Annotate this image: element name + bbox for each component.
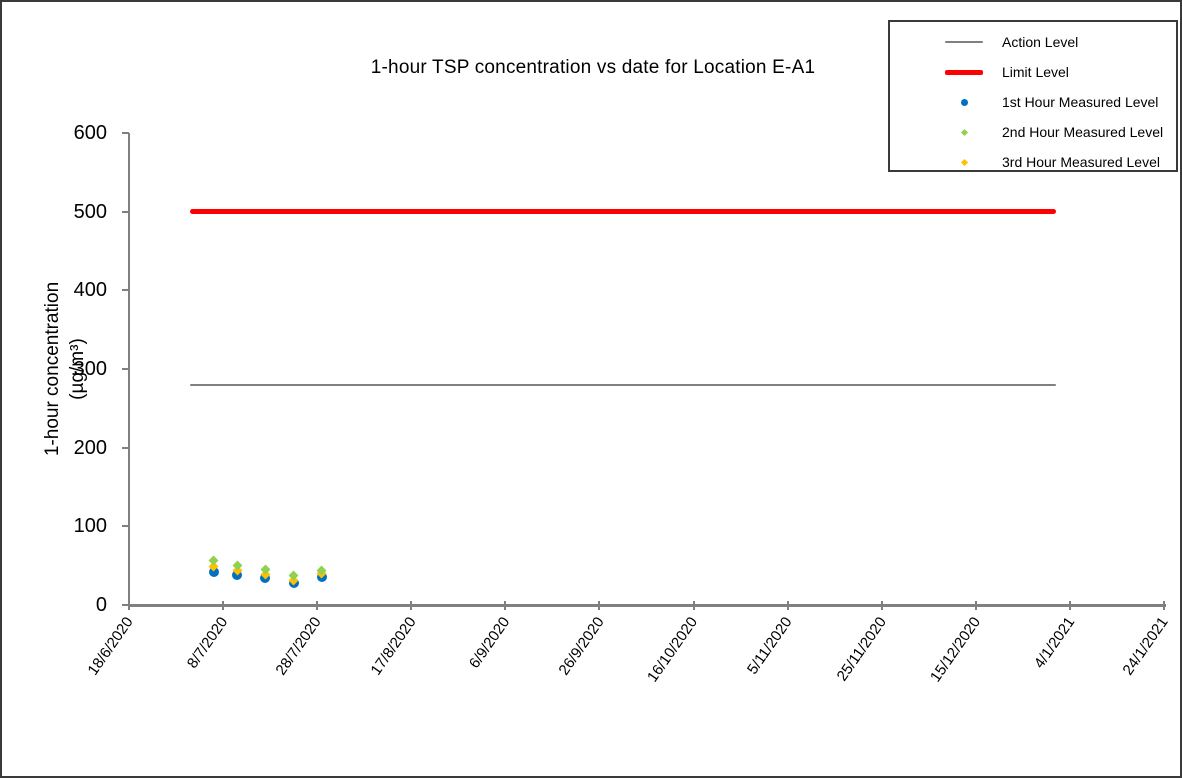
- x-axis-tick: [128, 601, 130, 610]
- x-axis-tick: [974, 601, 977, 610]
- legend-label: Limit Level: [1002, 64, 1069, 80]
- legend-item: 3rd Hour Measured Level: [890, 147, 1176, 177]
- y-axis-tick: [122, 525, 129, 528]
- legend-swatch: [936, 69, 992, 75]
- legend-label: 3rd Hour Measured Level: [1002, 154, 1160, 170]
- legend: Action Level Limit Level 1st Hour Measured…: [888, 20, 1178, 172]
- legend-item: 1st Hour Measured Level: [890, 87, 1176, 117]
- x-axis-tick: [410, 601, 413, 610]
- y-tick-label: 500: [73, 200, 107, 223]
- y-tick-label: 0: [95, 594, 107, 616]
- x-tick-label: 8/7/2020: [183, 614, 232, 672]
- chart-title: 1-hour TSP concentration vs date for Loc…: [370, 57, 816, 78]
- x-axis-tick: [1163, 601, 1165, 610]
- x-axis-tick: [598, 601, 601, 610]
- x-axis-tick: [316, 601, 319, 610]
- x-axis-tick: [1068, 601, 1071, 610]
- circle-marker-icon: [960, 98, 968, 106]
- x-axis-tick: [692, 601, 695, 610]
- x-axis-line: [129, 604, 1166, 607]
- y-tick-label: 300: [73, 358, 107, 380]
- data-point-marker: [208, 566, 219, 577]
- x-axis-tick: [880, 601, 883, 610]
- legend-label: Action Level: [1002, 34, 1079, 50]
- legend-item: 2nd Hour Measured Level: [890, 117, 1176, 147]
- y-axis-tick: [122, 604, 129, 606]
- diamond-marker-icon: [960, 128, 968, 136]
- x-tick-label: 24/1/2021: [1119, 614, 1172, 679]
- thick-line-swatch-icon: [945, 69, 983, 75]
- x-tick-label: 26/9/2020: [555, 614, 608, 679]
- limit-level-line: [190, 209, 1056, 215]
- x-tick-label: 28/7/2020: [272, 614, 326, 679]
- x-axis-tick: [504, 601, 507, 610]
- legend-item: Limit Level: [890, 57, 1176, 87]
- x-tick-label: 18/6/2020: [84, 614, 137, 679]
- legend-label: 1st Hour Measured Level: [1002, 94, 1159, 110]
- y-tick-label: 400: [73, 279, 107, 302]
- y-tick-label: 100: [73, 515, 107, 538]
- x-tick-label: 4/1/2021: [1030, 614, 1078, 672]
- x-tick-label: 16/10/2020: [644, 614, 702, 686]
- x-axis-tick: [222, 601, 225, 610]
- y-axis-line: [128, 133, 130, 605]
- y-axis-tick: [122, 210, 129, 213]
- y-axis-tick: [122, 368, 129, 370]
- x-tick-label: 17/8/2020: [367, 614, 420, 679]
- legend-label: 2nd Hour Measured Level: [1002, 124, 1164, 140]
- legend-swatch: [936, 158, 992, 166]
- y-axis-tick: [122, 289, 129, 292]
- diamond-marker-icon: [960, 158, 968, 166]
- line-swatch-icon: [945, 41, 983, 43]
- legend-swatch: [936, 128, 992, 136]
- y-tick-label: 200: [73, 436, 107, 459]
- x-tick-label: 25/11/2020: [833, 614, 890, 685]
- x-tick-label: 6/9/2020: [465, 614, 514, 672]
- x-tick-label: 5/11/2020: [743, 614, 796, 678]
- y-axis-tick: [122, 132, 129, 134]
- y-tick-label: 600: [73, 122, 107, 144]
- x-tick-label: 15/12/2020: [926, 614, 984, 686]
- legend-item: Action Level: [890, 27, 1176, 57]
- legend-swatch: [936, 98, 992, 106]
- y-axis-tick: [122, 446, 129, 449]
- x-axis-tick: [786, 601, 789, 610]
- action-level-line: [190, 383, 1056, 386]
- legend-swatch: [936, 41, 992, 43]
